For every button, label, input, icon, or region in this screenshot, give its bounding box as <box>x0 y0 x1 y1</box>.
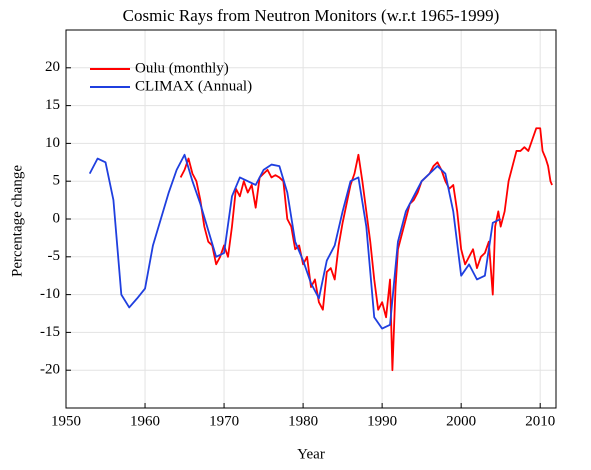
y-tick-label: -15 <box>40 324 60 340</box>
x-tick-label: 1990 <box>367 413 397 429</box>
x-tick-label: 2000 <box>446 413 476 429</box>
x-tick-label: 1980 <box>288 413 318 429</box>
plot-frame <box>65 29 557 409</box>
y-tick-label: 15 <box>45 97 60 113</box>
y-tick-label: 5 <box>53 173 61 189</box>
y-tick-label: 20 <box>45 59 60 75</box>
x-tick-label: 1970 <box>209 413 239 429</box>
legend-label: CLIMAX (Annual) <box>135 78 252 94</box>
x-tick-label: 2010 <box>525 413 555 429</box>
legend-label: Oulu (monthly) <box>135 60 229 76</box>
y-tick-label: -5 <box>48 248 61 264</box>
y-tick-label: 0 <box>53 210 61 226</box>
y-tick-label: 10 <box>45 135 60 151</box>
x-tick-label: 1960 <box>130 413 160 429</box>
x-axis-label: Year <box>297 446 325 462</box>
chart-title: Cosmic Rays from Neutron Monitors (w.r.t… <box>123 6 500 25</box>
x-tick-label: 1950 <box>51 413 81 429</box>
y-tick-label: -20 <box>40 362 60 378</box>
series-line <box>88 153 502 330</box>
y-tick-label: -10 <box>40 286 60 302</box>
y-axis-label: Percentage change <box>9 165 25 277</box>
series-line <box>179 127 553 372</box>
